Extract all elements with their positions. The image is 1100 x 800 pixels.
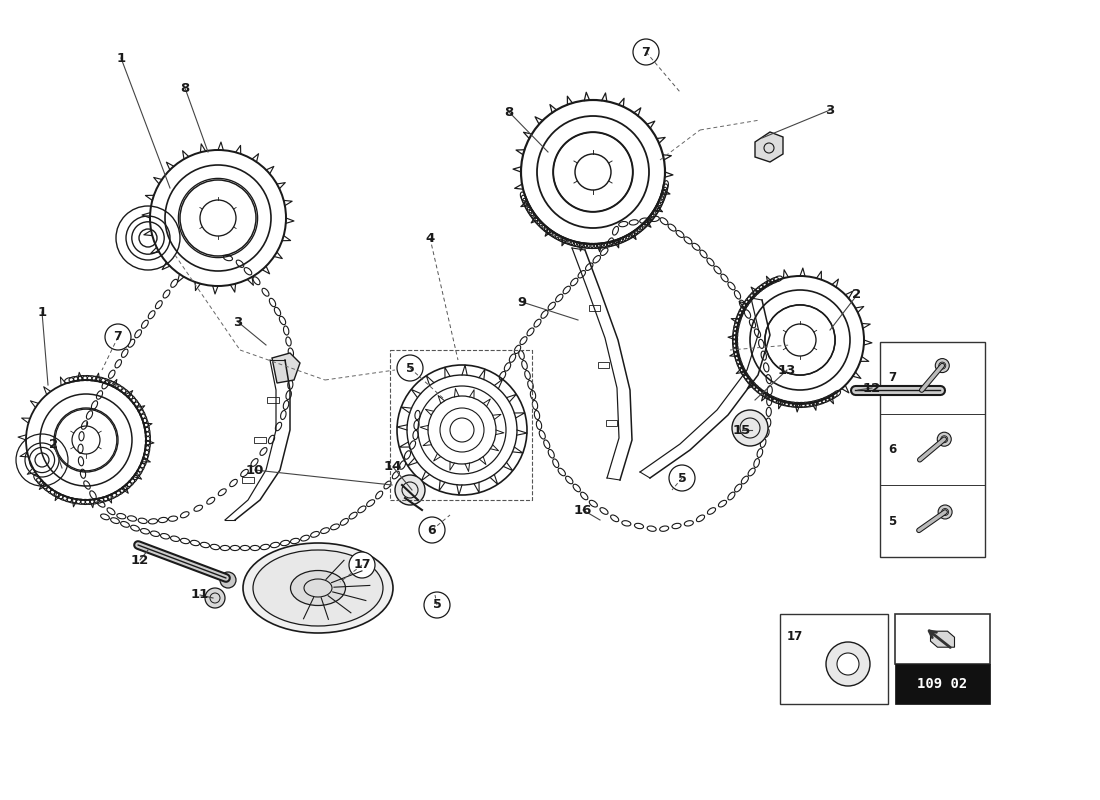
Polygon shape <box>755 132 783 162</box>
Circle shape <box>424 592 450 618</box>
Polygon shape <box>931 631 955 647</box>
Circle shape <box>395 475 425 505</box>
Circle shape <box>837 653 859 675</box>
Ellipse shape <box>290 570 345 606</box>
Text: 109 02: 109 02 <box>917 677 968 690</box>
Text: 6: 6 <box>428 523 437 537</box>
Text: 2: 2 <box>852 289 861 302</box>
Text: 9: 9 <box>517 295 527 309</box>
Text: 6: 6 <box>888 443 896 456</box>
Circle shape <box>937 432 952 446</box>
Text: 7: 7 <box>641 46 650 58</box>
Text: 17: 17 <box>786 630 803 642</box>
Text: 14: 14 <box>384 461 403 474</box>
Text: 1: 1 <box>117 51 125 65</box>
Bar <box>254 437 266 443</box>
Circle shape <box>632 39 659 65</box>
Bar <box>266 397 278 403</box>
Text: 5: 5 <box>432 598 441 611</box>
Text: 15: 15 <box>733 423 751 437</box>
Text: 3: 3 <box>233 315 243 329</box>
Text: 5: 5 <box>888 514 896 528</box>
Text: 10: 10 <box>245 463 264 477</box>
Text: 7: 7 <box>113 330 122 343</box>
Text: 2: 2 <box>50 438 58 451</box>
Text: 1: 1 <box>37 306 46 318</box>
Text: 8: 8 <box>180 82 189 94</box>
Text: 13: 13 <box>778 363 796 377</box>
Text: 4: 4 <box>426 231 434 245</box>
Text: 3: 3 <box>825 103 835 117</box>
Circle shape <box>104 324 131 350</box>
Text: 5: 5 <box>406 362 415 374</box>
Bar <box>606 419 617 426</box>
Circle shape <box>938 505 953 519</box>
Text: 5: 5 <box>678 471 686 485</box>
Circle shape <box>930 378 954 402</box>
Bar <box>895 663 990 704</box>
Polygon shape <box>272 353 300 383</box>
Circle shape <box>732 410 768 446</box>
Circle shape <box>419 517 446 543</box>
Text: 8: 8 <box>505 106 514 118</box>
Text: 7: 7 <box>888 371 896 384</box>
Bar <box>780 614 888 704</box>
Bar <box>880 342 984 557</box>
Text: 12: 12 <box>862 382 881 394</box>
Bar <box>895 614 990 663</box>
Ellipse shape <box>243 543 393 633</box>
Circle shape <box>669 465 695 491</box>
Text: 17: 17 <box>353 558 371 571</box>
Circle shape <box>826 642 870 686</box>
Text: 11: 11 <box>191 589 209 602</box>
Bar <box>390 350 532 500</box>
Ellipse shape <box>253 550 383 626</box>
Circle shape <box>397 355 424 381</box>
Circle shape <box>205 588 225 608</box>
Bar <box>597 362 608 368</box>
Circle shape <box>935 358 949 373</box>
Circle shape <box>220 572 236 588</box>
Bar <box>242 477 253 483</box>
Circle shape <box>349 552 375 578</box>
Text: 16: 16 <box>574 503 592 517</box>
Text: 12: 12 <box>131 554 150 566</box>
Bar <box>588 305 600 310</box>
